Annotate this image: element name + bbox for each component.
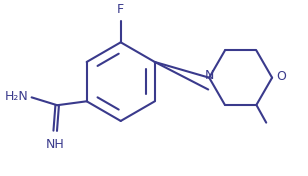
Text: H₂N: H₂N — [5, 90, 29, 103]
Text: N: N — [205, 69, 214, 82]
Text: F: F — [117, 3, 124, 16]
Text: O: O — [276, 70, 286, 83]
Text: NH: NH — [46, 138, 65, 151]
